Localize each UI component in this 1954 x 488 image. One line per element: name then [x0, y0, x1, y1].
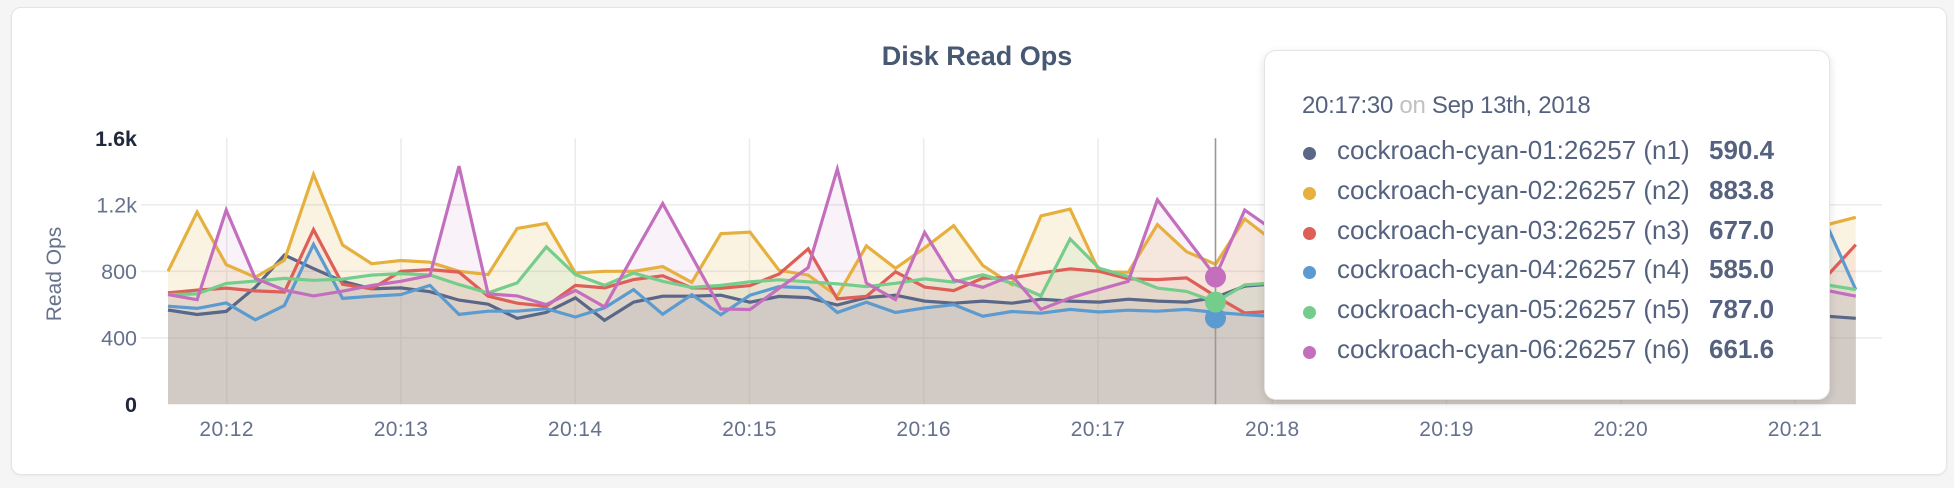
svg-text:20:13: 20:13	[374, 418, 429, 441]
svg-text:20:16: 20:16	[896, 418, 951, 441]
svg-text:20:21: 20:21	[1768, 418, 1823, 441]
svg-text:800: 800	[101, 260, 137, 284]
svg-text:1.6k: 1.6k	[95, 127, 137, 151]
svg-text:20:17: 20:17	[1071, 418, 1126, 441]
svg-text:20:12: 20:12	[199, 418, 254, 441]
svg-text:1.2k: 1.2k	[96, 193, 137, 217]
svg-text:0: 0	[125, 393, 137, 417]
svg-text:20:14: 20:14	[548, 418, 603, 441]
svg-text:20:19: 20:19	[1419, 418, 1474, 441]
svg-text:Read Ops: Read Ops	[43, 227, 66, 322]
svg-text:20:20: 20:20	[1594, 418, 1649, 441]
svg-text:20:15: 20:15	[722, 418, 777, 441]
svg-text:20:18: 20:18	[1245, 418, 1300, 441]
svg-text:400: 400	[101, 326, 137, 350]
